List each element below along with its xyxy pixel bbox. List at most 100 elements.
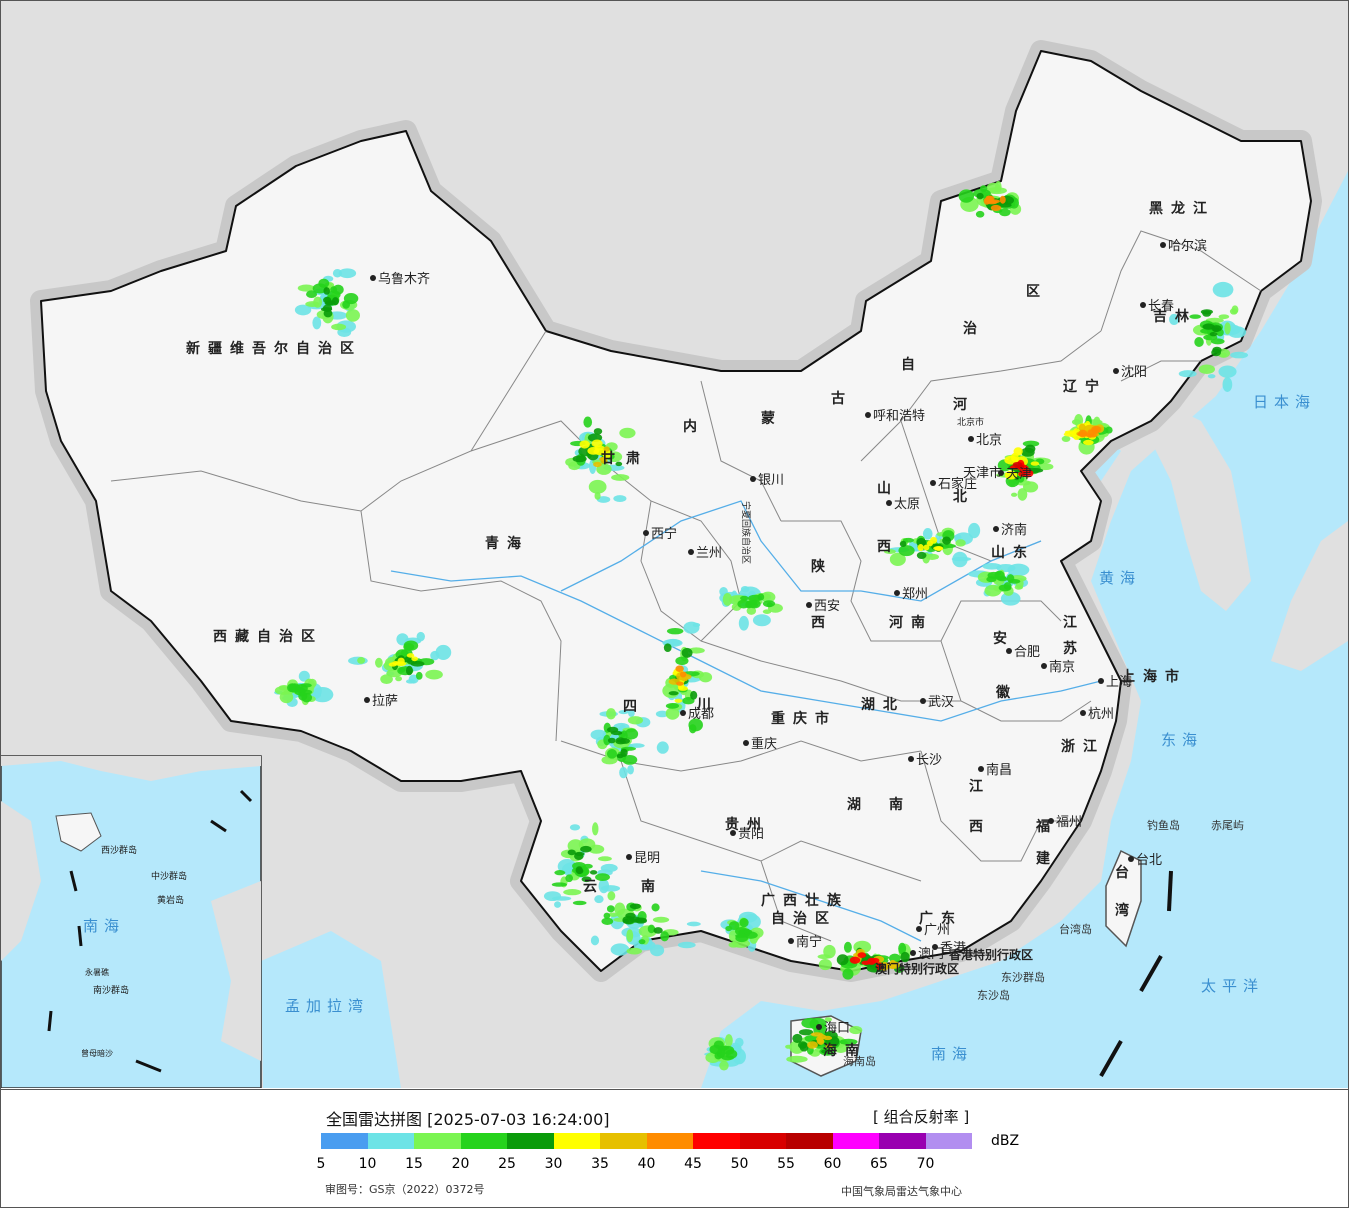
echo-cell (615, 461, 623, 467)
echo-cell (298, 670, 310, 682)
echo-cell (591, 439, 603, 448)
echo-cell (1212, 281, 1234, 298)
legend-title: 全国雷达拼图 [2025-07-03 16:24:00] (326, 1110, 610, 1129)
city-dot-nanjing (1041, 663, 1047, 669)
echo-cell (735, 933, 748, 938)
echo-cell (1105, 426, 1113, 434)
city-dot-changsha (908, 756, 914, 762)
echo-cell (665, 703, 680, 709)
echo-cell (594, 491, 601, 500)
city-dot-hefei (1006, 648, 1012, 654)
city-label-guangzhou: 广州 (924, 923, 950, 938)
echo-cell (880, 961, 889, 972)
echo-cell (572, 455, 587, 463)
city-label-lhasa: 拉萨 (372, 694, 398, 709)
label-hainandao: 海南岛 (843, 1054, 876, 1068)
echo-cell (1178, 370, 1197, 378)
echo-cell (752, 614, 771, 627)
city-label-chengdu: 成都 (688, 707, 714, 722)
echo-cell (923, 544, 930, 551)
label-shaanxi-2: 西 (811, 615, 833, 631)
city-dot-tianjin (998, 470, 1004, 476)
city-dot-guiyang (730, 830, 736, 836)
echo-cell (955, 539, 966, 547)
echo-cell (1210, 338, 1225, 345)
echo-cell (279, 691, 294, 704)
echo-cell (574, 851, 585, 857)
echo-cell (698, 672, 713, 683)
label-sichuan-2: 川 (696, 697, 719, 713)
label-fujian-1: 福 (1035, 818, 1058, 835)
label-sea-taipingyang: 太平洋 (1201, 977, 1264, 995)
echo-cell (626, 929, 634, 943)
echo-cell (288, 683, 301, 693)
echo-cell (572, 900, 587, 906)
scale-tick-40: 40 (637, 1156, 656, 1172)
echo-cell (1024, 444, 1036, 453)
label-dongshadao: 东沙岛 (977, 988, 1010, 1002)
echo-cell (839, 1038, 858, 1045)
city-dot-taibei (1128, 856, 1134, 862)
echo-cell (679, 671, 687, 678)
city-label-shanghai: 上海 (1106, 675, 1132, 690)
label-guangxi-2: 自治区 (771, 910, 837, 927)
label-inset-zhongsha: 中沙群岛 (151, 870, 187, 882)
echo-cell (1061, 435, 1071, 443)
echo-cell (958, 189, 975, 203)
city-dot-zhengzhou (894, 590, 900, 596)
echo-cell (1211, 325, 1222, 332)
label-anhui-2: 徽 (995, 684, 1018, 701)
echo-cell (857, 952, 867, 958)
label-neimenggu-2: 蒙 (761, 410, 783, 427)
color-swatch-10 (367, 1133, 414, 1149)
echo-cell (926, 540, 934, 547)
label-qinghai: 青海 (485, 535, 529, 552)
echo-cell (995, 181, 1002, 193)
echo-cell (306, 290, 318, 299)
city-label-hongkong: 香港 (940, 941, 966, 956)
echo-cell (883, 549, 896, 555)
echo-cell (719, 1060, 729, 1071)
echo-cell (721, 1055, 735, 1061)
echo-cell (1037, 463, 1054, 471)
echo-cell (1219, 352, 1227, 358)
echo-cell (607, 737, 616, 744)
echo-cell (849, 956, 861, 964)
echo-cell (682, 697, 695, 705)
echo-cell (1229, 308, 1238, 315)
echo-cell (666, 627, 684, 635)
echo-cell (1189, 314, 1202, 319)
city-label-tianjin: 天津 (1006, 467, 1032, 482)
label-hebei-2: 北 (953, 489, 975, 505)
label-jiangsu-2: 苏 (1063, 640, 1085, 657)
city-dot-guangzhou (916, 926, 922, 932)
city-label-taibei: 台北 (1136, 853, 1162, 868)
label-jilin: 吉林 (1153, 308, 1197, 325)
label-hubei: 湖北 (861, 697, 905, 713)
city-label-huhehaote: 呼和浩特 (873, 409, 925, 424)
echo-cell (1211, 348, 1221, 357)
echo-cell (626, 947, 643, 955)
echo-cell (619, 427, 636, 439)
color-swatch-5 (321, 1133, 368, 1149)
echo-cell (1169, 313, 1180, 325)
label-neimenggu-1: 内 (683, 418, 705, 435)
echo-cell (1230, 351, 1249, 359)
echo-cell (397, 657, 405, 665)
echo-cell (342, 300, 351, 309)
city-dot-wuhan (920, 698, 926, 704)
echo-cell (999, 195, 1006, 204)
echo-cell (740, 595, 749, 601)
echo-cell (1018, 471, 1026, 477)
label-taiwan-2: 湾 (1115, 902, 1137, 919)
japan-land (1271, 521, 1348, 671)
echo-cell (809, 1017, 827, 1031)
city-dot-changchun (1140, 302, 1146, 308)
city-dot-lhasa (364, 697, 370, 703)
echo-cell (898, 942, 907, 955)
echo-cell (952, 551, 968, 568)
echo-cell (676, 681, 684, 686)
echo-cell (652, 916, 670, 923)
label-neimenggu-4: 自 (901, 356, 923, 373)
echo-cell (312, 316, 322, 330)
